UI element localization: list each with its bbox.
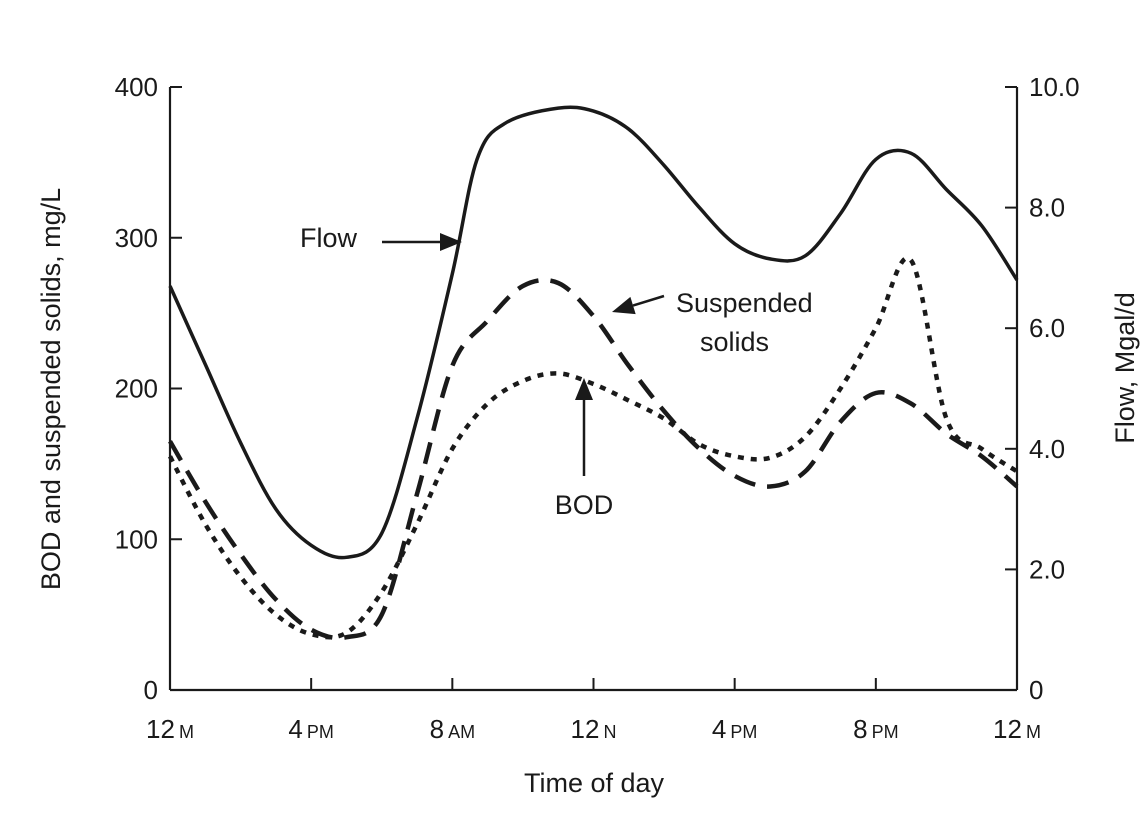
- x-tick-number: 12: [993, 714, 1022, 744]
- x-tick-label: 8 PM: [853, 714, 898, 744]
- x-tick-unit: PM: [307, 722, 334, 742]
- y2-tick-label: 6.0: [1029, 313, 1065, 343]
- series-line-suspended-solids: [168, 277, 1019, 641]
- x-ticks: 12 M 4 PM 8 AM 12 N 4 PM 8 PM 12 M: [146, 678, 1041, 744]
- y2-tick-label: 0: [1029, 675, 1043, 705]
- y2-tick-label: 2.0: [1029, 554, 1065, 584]
- x-tick-unit: N: [603, 722, 616, 742]
- x-tick-unit: M: [179, 722, 194, 742]
- y-tick-label: 100: [115, 524, 158, 554]
- x-tick-label: 4 PM: [712, 714, 757, 744]
- y-axis-title: BOD and suspended solids, mg/L: [36, 188, 66, 590]
- x-tick-unit: PM: [730, 722, 757, 742]
- x-tick-number: 8: [853, 714, 867, 744]
- series-line-flow: [168, 105, 1019, 560]
- y-tick-label: 400: [115, 72, 158, 102]
- series-layer: [168, 105, 1019, 641]
- y-ticks: 0 100 200 300 400: [115, 72, 182, 705]
- y2-ticks: 0 2.0 4.0 6.0 8.0 10.0: [1005, 72, 1080, 705]
- arrow-suspended-solids: [612, 294, 665, 315]
- x-tick-label: 12 N: [571, 714, 617, 744]
- y2-tick-label: 8.0: [1029, 193, 1065, 223]
- series-line-bod: [168, 255, 1019, 640]
- y2-tick-label: 10.0: [1029, 72, 1080, 102]
- annotation-suspended: Suspended: [676, 288, 813, 318]
- x-tick-number: 8: [430, 714, 444, 744]
- x-tick-unit: AM: [448, 722, 475, 742]
- x-tick-unit: M: [1026, 722, 1041, 742]
- x-tick-label: 8 AM: [430, 714, 475, 744]
- arrow-flow: [382, 233, 462, 251]
- x-tick-number: 4: [712, 714, 726, 744]
- annotation-bod: BOD: [555, 490, 614, 520]
- x-tick-label: 12 M: [146, 714, 194, 744]
- y-tick-label: 0: [144, 675, 158, 705]
- x-tick-unit: PM: [872, 722, 899, 742]
- y2-axis-title: Flow, Mgal/d: [1110, 292, 1140, 444]
- annotations: Flow Suspended solids BOD: [300, 223, 813, 520]
- x-axis-title: Time of day: [524, 768, 665, 798]
- x-tick-number: 12: [571, 714, 600, 744]
- arrow-bod: [575, 378, 593, 476]
- axes: [168, 87, 1019, 692]
- annotation-solids: solids: [700, 327, 769, 357]
- x-tick-label: 12 M: [993, 714, 1041, 744]
- x-tick-number: 4: [288, 714, 302, 744]
- annotation-flow: Flow: [300, 223, 358, 253]
- y2-tick-label: 4.0: [1029, 434, 1065, 464]
- y-tick-label: 300: [115, 223, 158, 253]
- y-tick-label: 200: [115, 374, 158, 404]
- x-tick-number: 12: [146, 714, 175, 744]
- x-tick-label: 4 PM: [288, 714, 333, 744]
